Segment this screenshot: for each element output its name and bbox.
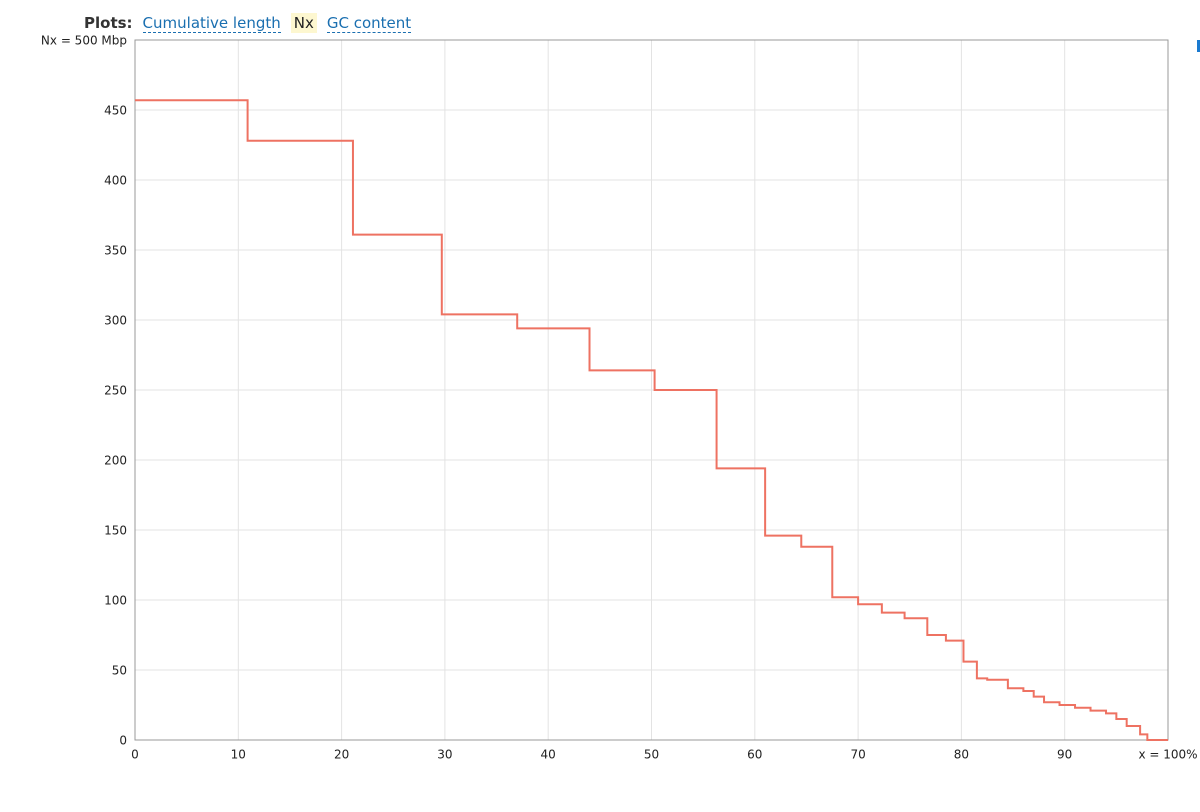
y-tick-label: 100 [104,594,127,608]
plot-tabs: Plots: Cumulative length Nx GC content [84,13,412,33]
nx-line [135,99,1168,741]
tab[interactable]: GC content [326,13,412,33]
x-tick-label: 20 [334,748,349,762]
y-tick-label: 300 [104,314,127,328]
side-marker [1197,40,1200,52]
y-tick-label: 0 [119,734,127,748]
plot-frame [134,39,1169,741]
y-tick-label: 450 [104,104,127,118]
tabs-label: Plots: [84,14,133,32]
y-tick-label: 350 [104,244,127,258]
y-tick-label: 150 [104,524,127,538]
x-tick-label: 60 [747,748,762,762]
x-tick-label: x = 100% [1138,748,1197,762]
x-tick-label: 10 [231,748,246,762]
y-tick-label: 50 [112,664,127,678]
y-tick-label: 400 [104,174,127,188]
x-tick-label: 40 [541,748,556,762]
x-tick-label: 90 [1057,748,1072,762]
x-tick-label: 50 [644,748,659,762]
x-tick-label: 30 [437,748,452,762]
x-tick-label: 80 [954,748,969,762]
y-tick-label: 200 [104,454,127,468]
y-tick-label: 250 [104,384,127,398]
tab[interactable]: Nx [290,13,317,33]
y-tick-label: Nx = 500 Mbp [41,34,127,48]
tab[interactable]: Cumulative length [142,13,281,33]
x-tick-label: 70 [850,748,865,762]
x-tick-label: 0 [131,748,139,762]
